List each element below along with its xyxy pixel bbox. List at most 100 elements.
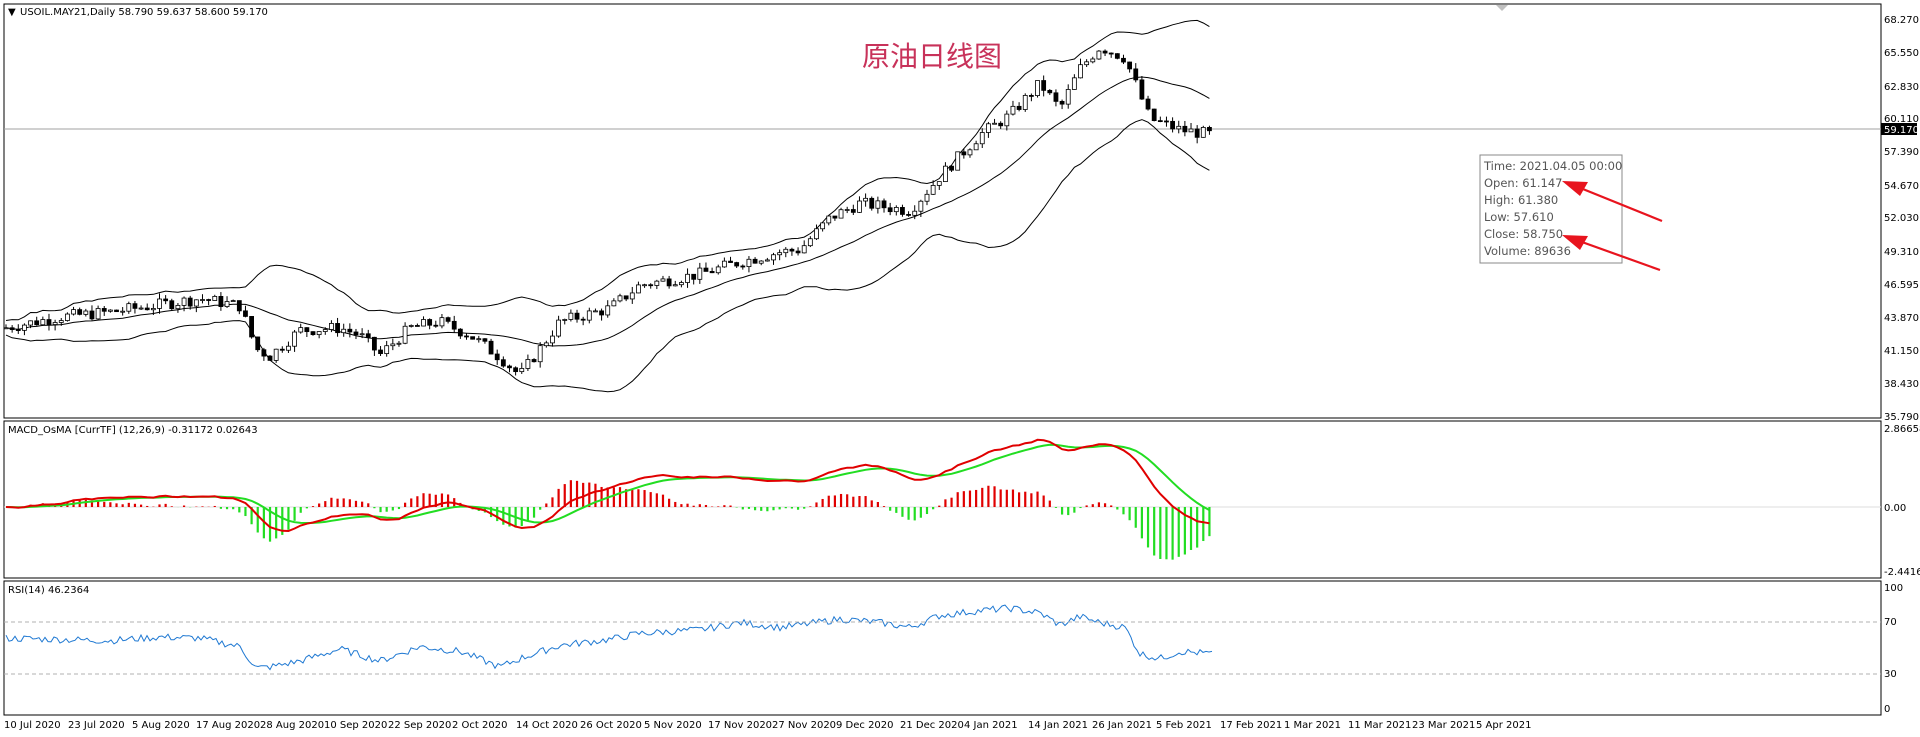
candle-body: [789, 248, 795, 252]
bollinger-middle: [5, 76, 1210, 347]
candle-body: [101, 308, 107, 312]
time-label: 4 Jan 2021: [964, 720, 1018, 731]
time-label: 10 Sep 2020: [324, 720, 387, 731]
candle-body: [752, 258, 758, 264]
chart-shift-marker[interactable]: [1496, 5, 1508, 11]
candle-body: [261, 349, 267, 357]
time-label: 21 Dec 2020: [900, 720, 964, 731]
candle-body: [138, 307, 144, 310]
candle-body: [685, 273, 690, 283]
price-tick: 49.310: [1884, 247, 1919, 258]
tooltip-close: Close: 58.750: [1484, 227, 1563, 241]
candle-body: [58, 320, 64, 323]
candle-body: [132, 303, 138, 309]
candle-body: [1145, 98, 1151, 110]
candle-body: [494, 353, 500, 361]
tooltip-high: High: 61.380: [1484, 193, 1558, 207]
time-label: 26 Jan 2021: [1092, 720, 1152, 731]
candle-body: [445, 317, 451, 322]
candle-body: [955, 151, 961, 171]
time-axis: 10 Jul 2020 23 Jul 2020 5 Aug 2020 17 Au…: [4, 720, 1531, 731]
candle-body: [654, 280, 660, 286]
tooltip-box: [1479, 154, 1623, 264]
candle-body: [1059, 100, 1065, 105]
candle-body: [1028, 95, 1034, 97]
candle-body: [169, 300, 175, 310]
dropdown-icon[interactable]: ▼: [8, 7, 16, 18]
price-tick: 54.670: [1884, 181, 1919, 192]
candle-body: [900, 207, 905, 215]
macd-panel[interactable]: [3, 420, 1882, 579]
candle-body: [52, 322, 58, 325]
candle-body: [1090, 58, 1096, 63]
candle-body: [709, 271, 715, 274]
rsi-line: [5, 604, 1213, 671]
candle-body: [1078, 64, 1083, 79]
candle-body: [764, 259, 770, 262]
candle-body: [777, 252, 783, 256]
candle-body: [568, 312, 574, 320]
candle-body: [15, 329, 21, 331]
candle-body: [992, 122, 997, 125]
arrow-head-close: [1562, 235, 1588, 250]
candle-body: [562, 319, 568, 321]
candle-body: [1207, 127, 1212, 132]
candle-body: [353, 331, 359, 336]
candle-body: [470, 336, 476, 340]
candle-body: [593, 310, 598, 313]
candle-body: [46, 319, 52, 325]
candle-body: [943, 165, 948, 183]
candle-body: [3, 327, 9, 330]
candle-body: [1164, 120, 1169, 123]
candle-body: [1121, 57, 1126, 63]
candle-body: [273, 348, 279, 361]
time-label: 27 Nov 2020: [772, 720, 836, 731]
candle-body: [193, 299, 199, 307]
tooltip-open: Open: 61.147: [1484, 176, 1562, 190]
candle-body: [365, 333, 371, 338]
candle-body: [255, 336, 261, 351]
price-tick: 60.110: [1884, 114, 1919, 125]
rsi-tick: 100: [1884, 583, 1903, 594]
candle-body: [525, 359, 531, 369]
candle-body: [1041, 80, 1047, 91]
candle-body: [814, 228, 819, 240]
time-label: 5 Apr 2021: [1476, 720, 1531, 731]
current-price-tag: [1881, 123, 1917, 135]
data-window-tooltip: Time: 2021.04.05 00:00 Open: 61.147 High…: [1479, 154, 1623, 264]
candle-body: [986, 123, 991, 133]
candle-body: [310, 331, 316, 336]
candle-body: [918, 200, 924, 212]
candle-body: [1188, 128, 1194, 133]
time-label: 10 Jul 2020: [4, 720, 61, 731]
candle-body: [556, 319, 561, 337]
rsi-panel[interactable]: [3, 580, 1882, 716]
rsi-tick: 30: [1884, 669, 1897, 680]
candle-body: [1035, 80, 1040, 97]
price-tick: 62.830: [1884, 82, 1919, 93]
candle-body: [482, 338, 488, 342]
candle-body: [286, 345, 291, 351]
candle-body: [887, 207, 893, 213]
candle-body: [1114, 53, 1120, 59]
candle-body: [175, 304, 181, 310]
candle-body: [1053, 92, 1059, 102]
candle-body: [9, 327, 15, 330]
tooltip-time: Time: 2021.04.05 00:00: [1483, 159, 1622, 173]
candle-body: [617, 295, 623, 302]
candle-body: [34, 320, 40, 326]
candle-body: [1200, 127, 1206, 138]
candle-body: [249, 316, 255, 338]
candle-body: [740, 265, 746, 268]
candle-body: [826, 215, 832, 224]
candle-body: [820, 222, 826, 230]
candle-body: [414, 325, 420, 327]
candle-body: [1194, 128, 1200, 138]
macd-header: MACD_OsMA [CurrTF] (12,26,9) -0.31172 0.…: [8, 425, 258, 436]
time-label: 23 Mar 2021: [1412, 720, 1475, 731]
candle-body: [114, 309, 119, 313]
candle-body: [1016, 105, 1022, 110]
time-label: 14 Oct 2020: [516, 720, 578, 731]
candle-body: [402, 325, 408, 344]
